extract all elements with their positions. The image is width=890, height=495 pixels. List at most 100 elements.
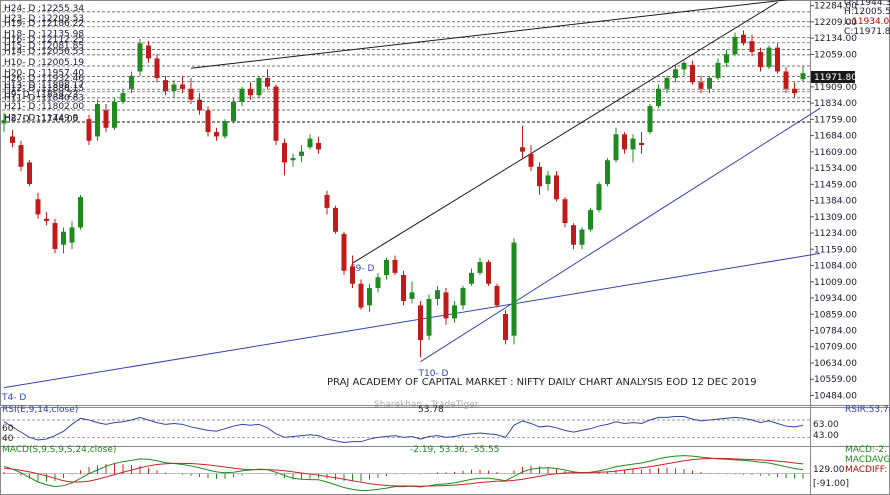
candle-body	[511, 242, 517, 336]
candle-body	[775, 47, 780, 72]
y-tick-label: 11759.00	[814, 115, 857, 125]
candle-body	[214, 132, 219, 137]
level-label: H26- D :11932.46	[4, 74, 84, 84]
candle-body	[95, 103, 100, 137]
candle-body	[749, 41, 755, 52]
candle-body	[341, 233, 347, 271]
macd-right-label-3: MACDIFF:	[845, 465, 887, 475]
candle-body	[350, 266, 355, 284]
candle-body	[664, 77, 670, 89]
level-label: H13- D :11898.17	[4, 81, 84, 91]
y-tick-label: 12284.00	[814, 2, 857, 12]
candle-body	[418, 305, 423, 341]
ohlc-close: C:11971.8	[844, 27, 890, 37]
candle-body	[673, 69, 678, 78]
y-tick-label: 11609.00	[814, 148, 857, 158]
candle-body	[27, 162, 32, 185]
y-tick-label: 10709.00	[814, 343, 857, 353]
candle-body	[477, 262, 483, 273]
y-tick-label: 11159.00	[814, 245, 857, 255]
candle-body	[248, 88, 253, 96]
candle-body	[681, 62, 687, 70]
level-label: H27- D :11749.9	[4, 113, 79, 123]
candle-body	[758, 51, 763, 68]
level-label: H14- D :12056.53	[4, 47, 84, 57]
trendline	[352, 1, 778, 264]
candle-body	[316, 142, 321, 150]
candle-body	[44, 218, 49, 221]
candle-body	[299, 151, 304, 156]
level-label: H19- D :12186.22	[4, 19, 84, 29]
candle-body	[367, 288, 372, 306]
candle-body	[622, 134, 627, 150]
candle-body	[69, 227, 75, 243]
last-price-tag: 11971.80	[814, 73, 857, 83]
candle-body	[647, 106, 653, 133]
candle-body	[256, 77, 262, 96]
watermark: Sharekhan - TradeTiger	[374, 400, 479, 410]
candle-body	[494, 285, 500, 306]
candle-body	[698, 82, 704, 89]
candle-body	[605, 160, 610, 185]
candle-body	[78, 197, 83, 228]
candle-body	[426, 298, 432, 336]
candle-body	[639, 142, 644, 146]
candle-body	[384, 259, 389, 276]
y-tick-label: 10859.00	[814, 310, 857, 320]
candle-body	[707, 77, 712, 89]
candle-body	[375, 277, 381, 289]
candle-body	[61, 231, 66, 245]
candle-body	[265, 77, 270, 87]
annotation-label: F9- D	[351, 264, 375, 274]
rsi-panel-frame	[0, 407, 890, 447]
macd-right-label-1: MACD:-2.	[845, 445, 887, 455]
level-label: H15- D :12081.85	[4, 41, 84, 51]
candle-body	[732, 36, 738, 55]
candle-body	[307, 138, 313, 148]
rsi-guide-60: 60	[2, 424, 14, 434]
y-tick-label: 11084.00	[814, 262, 857, 272]
level-label: H10- D :12005.19	[4, 58, 84, 68]
candle-body	[571, 225, 576, 245]
ohlc-high: H:12005.5	[844, 7, 890, 17]
candle-body	[528, 153, 534, 167]
candle-body	[579, 229, 585, 245]
rsi-line	[3, 416, 804, 444]
level-label: H23- D :12209.53	[4, 14, 84, 24]
annotation-label: T4- D	[1, 393, 26, 403]
rsi-guide-40: 40	[2, 434, 14, 444]
candle-body	[1, 120, 7, 124]
candle-body	[231, 101, 236, 122]
candle-body	[435, 290, 440, 299]
y-tick-label: 10634.00	[814, 359, 857, 369]
rsi-right-tick-43: 43.00	[813, 431, 839, 441]
level-label: H16- D :12112.25	[4, 35, 84, 45]
candle-body	[766, 47, 772, 68]
y-tick-label: 11234.00	[814, 229, 857, 239]
y-tick-label: 11684.00	[814, 132, 857, 142]
level-label: H18- D :12135.98	[4, 30, 84, 40]
level-label: H21- D :11802.00	[4, 102, 84, 112]
candle-body	[503, 314, 508, 341]
candle-body	[715, 62, 721, 78]
candle-body	[18, 145, 24, 167]
macd-right-label-2: MACDAVG:	[845, 455, 890, 465]
candle-body	[656, 88, 661, 107]
candle-body	[333, 207, 338, 232]
rsi-right-label: RSIR:53.78	[845, 405, 890, 415]
rsi-right-tick-63: 63.00	[813, 420, 839, 430]
level-label: H9- D :11858.23	[4, 90, 78, 100]
candle-body	[188, 88, 194, 100]
level-label: H11- D :11840.83	[4, 94, 84, 104]
level-label: H24- D :12255.34	[4, 4, 84, 14]
candle-body	[129, 75, 134, 89]
candle-body	[10, 136, 15, 143]
macd-right-tick-neg91: [-91.00]	[813, 479, 849, 489]
macd-right-tick-129: 129.00	[813, 465, 845, 475]
y-tick-label: 10559.00	[814, 375, 857, 385]
candle-body	[35, 199, 41, 215]
candle-body	[205, 110, 211, 133]
candle-body	[792, 88, 797, 94]
macd-label: MACD(S,9,S,9,S,24,close)	[2, 445, 116, 455]
